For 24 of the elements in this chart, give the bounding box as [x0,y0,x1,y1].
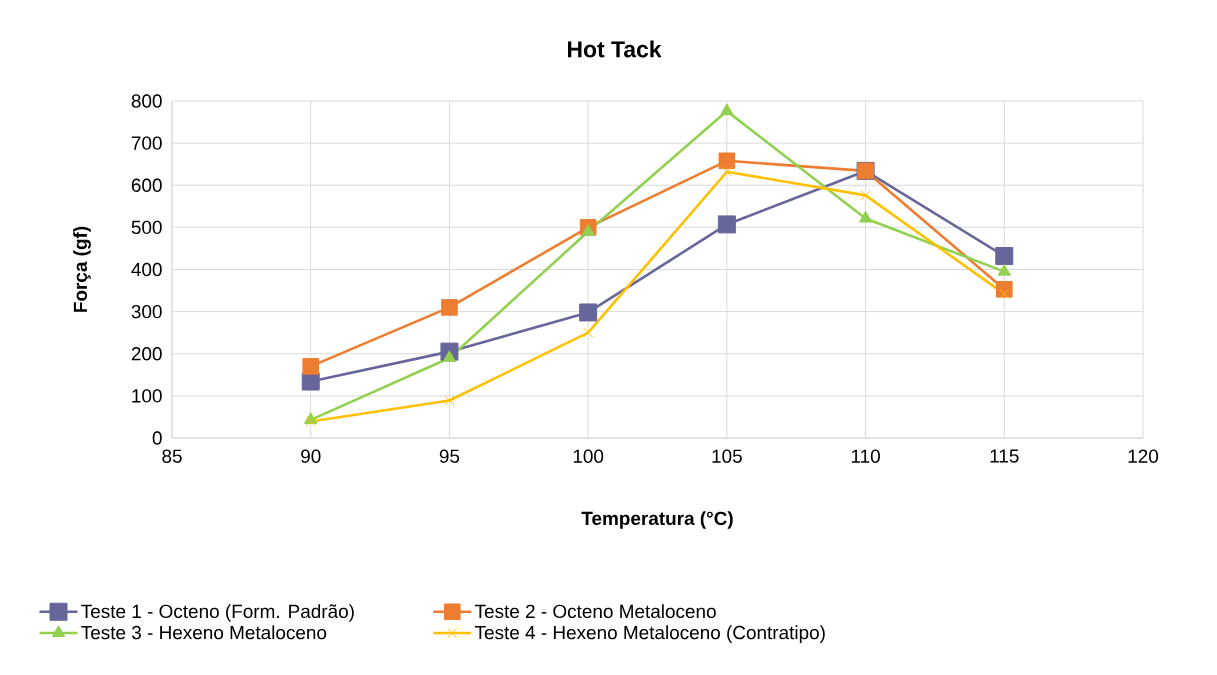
y-tick-label: 0 [152,431,162,445]
x-axis-title: Temperatura (°C) [581,511,733,529]
y-tick-label: 500 [131,220,162,235]
x-tick-label: 120 [1128,449,1159,463]
x-tick-label: 115 [990,449,1019,463]
y-axis-title: Força (gf) [73,226,91,312]
legend-label: Teste 3 - Hexeno Metaloceno [81,625,327,640]
x-tick-label: 105 [712,449,742,463]
legend-label: Teste 2 - Octeno Metaloceno [475,604,716,619]
y-tick-label: 200 [131,347,162,361]
y-tick-label: 100 [132,389,162,403]
x-tick-label: 90 [301,449,321,463]
x-tick-label: 85 [162,449,182,463]
y-tick-label: 600 [131,178,162,192]
y-tick-label: 700 [131,136,162,150]
legend-label: Teste 4 - Hexeno Metaloceno (Contratipo) [475,625,825,643]
x-tick-label: 110 [851,449,880,463]
x-tick-label: 95 [439,449,460,463]
legend-label: Teste 1 - Octeno (Form. Padrão) [81,604,354,622]
y-tick-label: 400 [131,262,162,277]
x-tick-label: 100 [573,449,604,463]
y-tick-label: 800 [131,94,162,108]
y-tick-label: 300 [131,304,162,319]
chart-title: Hot Tack [568,40,662,58]
